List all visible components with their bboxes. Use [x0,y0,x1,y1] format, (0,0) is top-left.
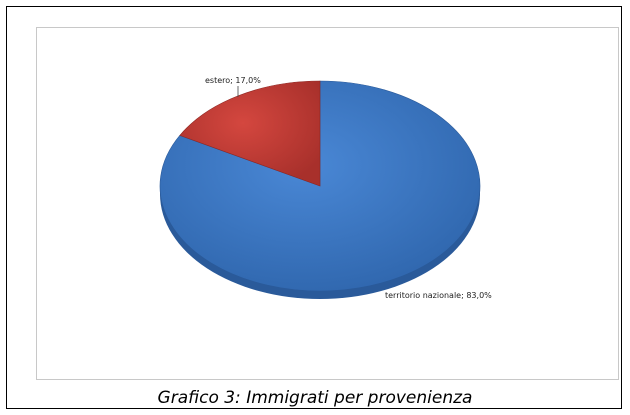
figure-caption: Grafico 3: Immigrati per provenienza [157,388,473,408]
pie-chart: estero; 17,0% territorio nazionale; 83,0% [159,76,492,300]
data-label-estero: estero; 17,0% [205,76,261,85]
data-label-territorio-nazionale: territorio nazionale; 83,0% [385,291,492,300]
pie-slice-estero [179,80,321,187]
